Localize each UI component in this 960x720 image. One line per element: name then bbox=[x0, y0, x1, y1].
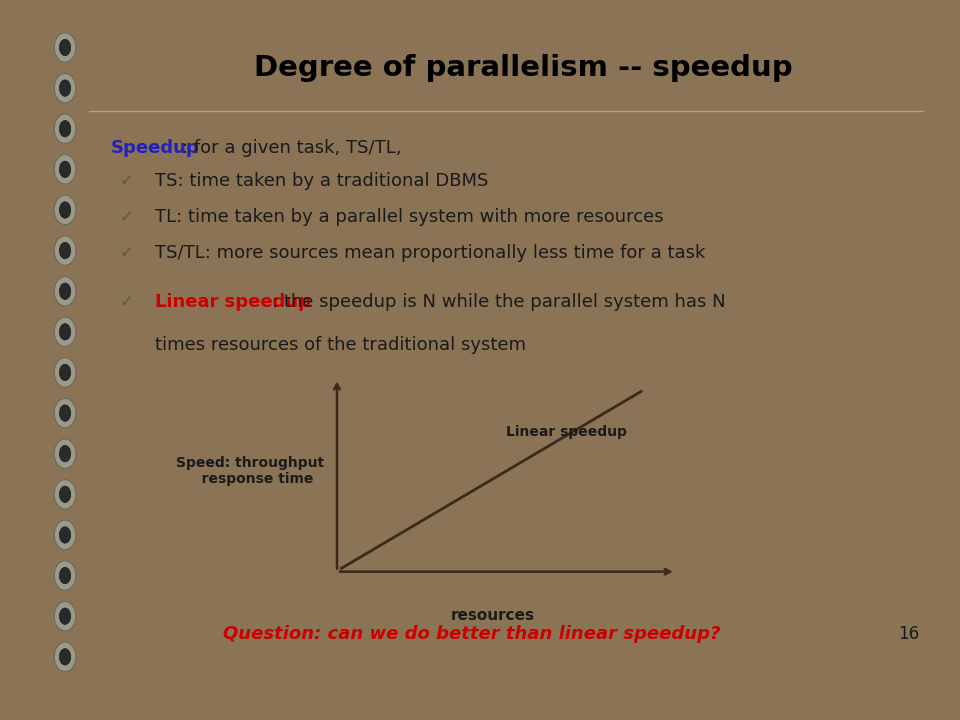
Ellipse shape bbox=[54, 73, 76, 103]
Text: Linear speedup: Linear speedup bbox=[155, 292, 310, 310]
Ellipse shape bbox=[54, 398, 76, 428]
Text: Question: can we do better than linear speedup?: Question: can we do better than linear s… bbox=[223, 625, 720, 643]
Ellipse shape bbox=[54, 480, 76, 509]
Ellipse shape bbox=[60, 161, 71, 178]
Text: : the speedup is N while the parallel system has N: : the speedup is N while the parallel sy… bbox=[272, 292, 726, 310]
Text: Degree of parallelism -- speedup: Degree of parallelism -- speedup bbox=[254, 54, 793, 82]
Ellipse shape bbox=[60, 608, 71, 624]
Text: TS/TL: more sources mean proportionally less time for a task: TS/TL: more sources mean proportionally … bbox=[155, 244, 705, 262]
Ellipse shape bbox=[60, 486, 71, 503]
Ellipse shape bbox=[60, 649, 71, 665]
Ellipse shape bbox=[54, 358, 76, 387]
Ellipse shape bbox=[54, 521, 76, 549]
Ellipse shape bbox=[60, 243, 71, 258]
Text: ✓: ✓ bbox=[120, 244, 133, 262]
Ellipse shape bbox=[60, 40, 71, 55]
Text: resources: resources bbox=[451, 608, 535, 623]
Ellipse shape bbox=[60, 527, 71, 543]
Ellipse shape bbox=[54, 195, 76, 225]
Ellipse shape bbox=[54, 561, 76, 590]
Text: TS: time taken by a traditional DBMS: TS: time taken by a traditional DBMS bbox=[155, 172, 488, 190]
Ellipse shape bbox=[54, 439, 76, 469]
Ellipse shape bbox=[60, 405, 71, 421]
Ellipse shape bbox=[60, 283, 71, 300]
Text: 16: 16 bbox=[898, 625, 919, 643]
Ellipse shape bbox=[60, 120, 71, 137]
Text: Linear speedup: Linear speedup bbox=[507, 426, 627, 439]
Text: ✓: ✓ bbox=[120, 292, 133, 310]
Ellipse shape bbox=[60, 80, 71, 96]
Ellipse shape bbox=[60, 364, 71, 381]
Ellipse shape bbox=[60, 446, 71, 462]
Text: ✓: ✓ bbox=[120, 172, 133, 190]
Text: ✓: ✓ bbox=[120, 208, 133, 226]
Ellipse shape bbox=[54, 32, 76, 62]
Ellipse shape bbox=[60, 202, 71, 218]
Ellipse shape bbox=[60, 324, 71, 340]
Text: Speedup: Speedup bbox=[111, 139, 200, 157]
Ellipse shape bbox=[54, 155, 76, 184]
Ellipse shape bbox=[60, 567, 71, 584]
Text: Speed: throughput
   response time: Speed: throughput response time bbox=[176, 456, 324, 486]
Text: TL: time taken by a parallel system with more resources: TL: time taken by a parallel system with… bbox=[155, 208, 663, 226]
Ellipse shape bbox=[54, 601, 76, 631]
Ellipse shape bbox=[54, 642, 76, 672]
Ellipse shape bbox=[54, 114, 76, 143]
Ellipse shape bbox=[54, 317, 76, 346]
Ellipse shape bbox=[54, 276, 76, 306]
Text: : for a given task, TS/TL,: : for a given task, TS/TL, bbox=[182, 139, 402, 157]
Text: times resources of the traditional system: times resources of the traditional syste… bbox=[155, 336, 525, 354]
Ellipse shape bbox=[54, 236, 76, 266]
